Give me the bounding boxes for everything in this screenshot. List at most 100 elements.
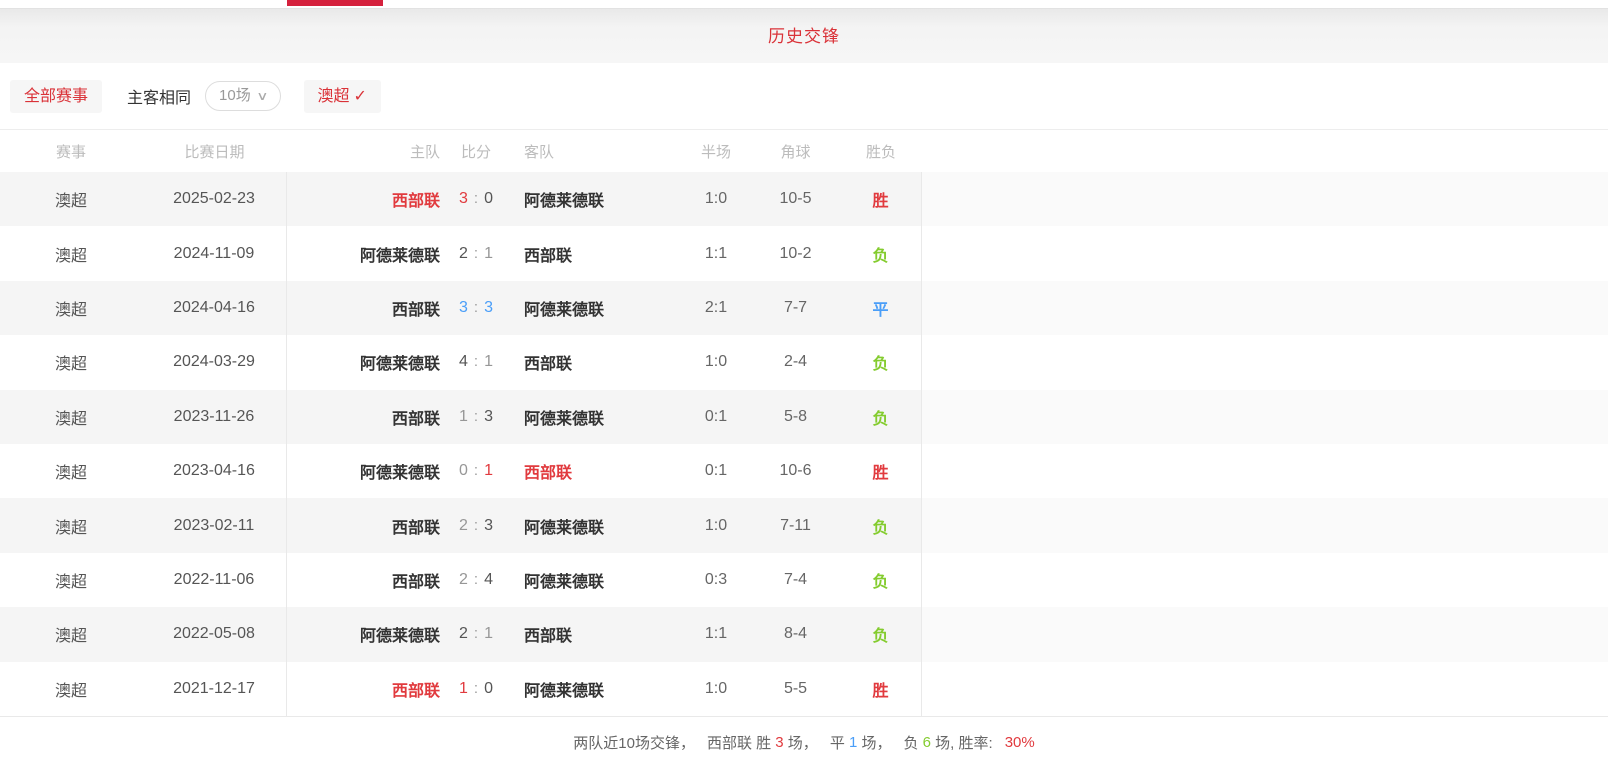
corner-cell: 10-6 (779, 462, 812, 480)
section-titlebar: 历史交锋 (0, 8, 1608, 63)
date-cell: 2025-02-23 (142, 172, 287, 227)
table-row: 澳超 2023-04-16 阿德莱德联 0:1 西部联 0:1 10-6 胜 (0, 443, 1608, 499)
summary-footer: 两队近10场交锋， 西部联 胜 3 场， 平 1 场， 负 6 场, 胜率: 3… (0, 715, 1608, 768)
summary-segment: 3 (775, 733, 784, 751)
result-badge: 胜 (872, 193, 889, 211)
all-events-filter-button[interactable]: 全部赛事 (10, 79, 103, 113)
result-badge: 负 (872, 356, 889, 374)
corner-cell: 7-4 (783, 570, 808, 588)
away-score: 4 (484, 570, 493, 588)
away-score: 0 (484, 679, 493, 697)
all-events-label: 全部赛事 (24, 87, 89, 105)
score-cell: 1:3 (440, 408, 512, 426)
home-team-cell: 阿德莱德联 (359, 465, 440, 483)
table-row: 澳超 2024-03-29 阿德莱德联 4:1 西部联 1:0 2-4 负 (0, 335, 1608, 390)
away-team-cell: 西部联 (524, 465, 573, 483)
halftime-cell: 1:0 (704, 353, 728, 371)
col-header-result: 胜负 (865, 143, 896, 161)
summary-segment: 平 (829, 734, 849, 752)
score-separator: : (473, 462, 479, 480)
home-team-cell: 西部联 (391, 519, 440, 537)
home-team-cell: 阿德莱德联 (359, 247, 440, 265)
halftime-cell: 0:3 (704, 570, 728, 588)
score-separator: : (473, 190, 479, 208)
active-tab-indicator[interactable] (287, 0, 383, 6)
away-team-cell: 阿德莱德联 (524, 519, 605, 537)
halftime-cell: 0:1 (704, 407, 728, 425)
away-team-cell: 西部联 (524, 247, 573, 265)
home-score: 4 (459, 353, 468, 371)
date-cell: 2023-02-11 (142, 498, 287, 553)
result-cell: 胜 (840, 443, 922, 499)
away-score: 1 (484, 625, 493, 643)
date-cell: 2024-04-16 (142, 280, 287, 336)
home-score: 0 (459, 462, 468, 480)
result-cell: 负 (840, 335, 922, 390)
score-cell: 2:3 (440, 517, 512, 535)
result-badge: 平 (872, 301, 889, 319)
result-cell: 负 (840, 389, 922, 444)
summary-segment: 场， (783, 734, 818, 752)
corner-cell: 10-5 (779, 190, 812, 208)
league-cell: 澳超 (54, 682, 87, 700)
match-table-body: 澳超 2025-02-23 西部联 3:0 阿德莱德联 1:0 10-5 胜 澳… (0, 172, 1608, 716)
table-header-row: 赛事 比赛日期 主队 比分 客队 半场 角球 胜负 (0, 130, 1608, 172)
league-cell: 澳超 (54, 301, 87, 319)
score-separator: : (473, 244, 479, 262)
league-cell: 澳超 (54, 410, 87, 428)
summary-segment: 30% (1004, 733, 1035, 751)
league-filter-button[interactable]: 澳超 ✓ (303, 79, 381, 113)
league-cell: 澳超 (54, 247, 87, 265)
halftime-cell: 1:0 (704, 679, 728, 697)
score-cell: 2:1 (440, 245, 512, 263)
result-cell: 胜 (840, 172, 922, 227)
col-header-home: 主队 (409, 143, 440, 161)
result-cell: 负 (840, 607, 922, 662)
table-row: 澳超 2022-05-08 阿德莱德联 2:1 西部联 1:1 8-4 负 (0, 607, 1608, 662)
match-count-value: 10场 (219, 87, 251, 104)
table-row: 澳超 2024-11-09 阿德莱德联 2:1 西部联 1:1 10-2 负 (0, 226, 1608, 281)
away-team-cell: 阿德莱德联 (524, 410, 605, 428)
summary-segment: 两队近10场交锋， (573, 734, 695, 752)
home-score: 2 (459, 570, 468, 588)
date-cell: 2023-11-26 (142, 389, 287, 444)
home-score: 2 (459, 516, 468, 534)
table-row: 澳超 2023-11-26 西部联 1:3 阿德莱德联 0:1 5-8 负 (0, 389, 1608, 444)
halftime-cell: 2:1 (704, 298, 728, 316)
league-filter-label: 澳超 (317, 87, 350, 105)
league-cell: 澳超 (54, 193, 87, 211)
table-row: 澳超 2024-04-16 西部联 3:3 阿德莱德联 2:1 7-7 平 (0, 280, 1608, 336)
score-separator: : (473, 298, 479, 316)
score-cell: 3:3 (440, 299, 512, 317)
home-score: 2 (459, 244, 468, 262)
score-cell: 2:4 (440, 571, 512, 589)
table-row: 澳超 2025-02-23 西部联 3:0 阿德莱德联 1:0 10-5 胜 (0, 172, 1608, 227)
result-cell: 胜 (840, 661, 922, 716)
score-separator: : (473, 407, 479, 425)
halftime-cell: 1:0 (704, 190, 728, 208)
away-score: 0 (484, 190, 493, 208)
table-row: 澳超 2021-12-17 西部联 1:0 阿德莱德联 1:0 5-5 胜 (0, 661, 1608, 716)
league-cell: 澳超 (54, 628, 87, 646)
match-count-dropdown[interactable]: 10场 ∨ (205, 81, 281, 111)
home-team-cell: 西部联 (391, 682, 440, 700)
date-cell: 2024-03-29 (142, 335, 287, 390)
away-team-cell: 西部联 (524, 628, 573, 646)
home-score: 3 (459, 190, 468, 208)
corner-cell: 8-4 (783, 625, 808, 643)
home-score: 2 (459, 625, 468, 643)
halftime-cell: 0:1 (704, 462, 728, 480)
home-score: 1 (459, 679, 468, 697)
col-header-away: 客队 (524, 143, 555, 161)
home-team-cell: 西部联 (391, 410, 440, 428)
col-header-corner: 角球 (780, 143, 811, 161)
table-row: 澳超 2022-11-06 西部联 2:4 阿德莱德联 0:3 7-4 负 (0, 552, 1608, 608)
corner-cell: 7-7 (783, 298, 808, 316)
home-team-cell: 西部联 (391, 573, 440, 591)
away-score: 3 (484, 298, 493, 316)
result-badge: 负 (872, 573, 889, 591)
away-team-cell: 阿德莱德联 (524, 193, 605, 211)
score-cell: 1:0 (440, 680, 512, 698)
score-cell: 3:0 (440, 190, 512, 208)
